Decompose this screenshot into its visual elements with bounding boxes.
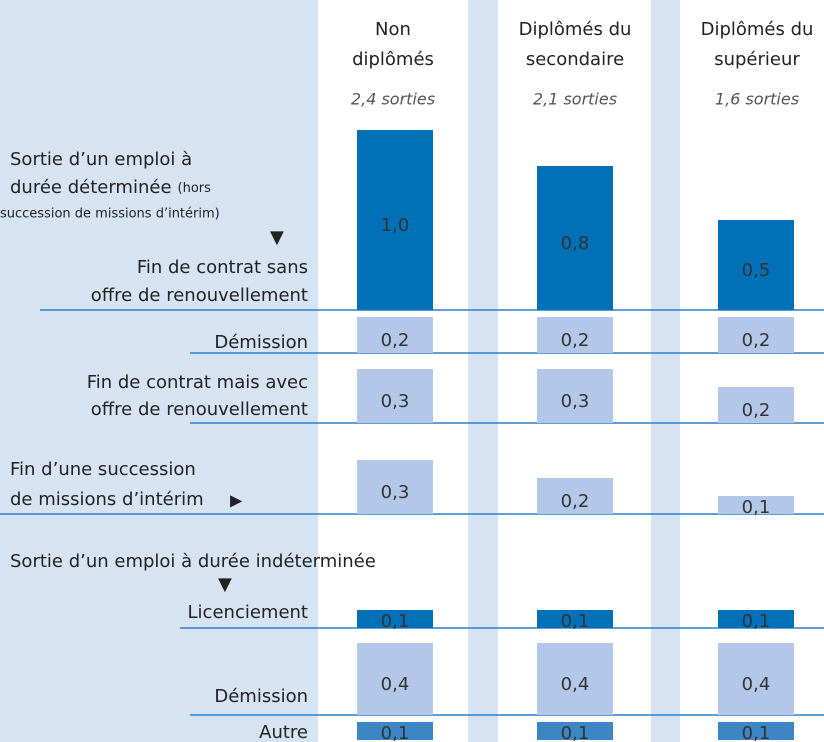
bar: [718, 496, 794, 514]
group-heading: durée déterminée (hors: [10, 177, 211, 198]
value-label: 0,1: [561, 611, 590, 632]
column-header: diplômés: [352, 49, 434, 70]
row-label: Autre: [259, 722, 308, 742]
group-note: (hors: [178, 181, 212, 196]
column-header: Non: [375, 19, 411, 40]
group-note: succession de missions d’intérim): [0, 207, 220, 222]
value-label: 0,1: [381, 611, 410, 632]
value-label: 0,1: [561, 723, 590, 742]
bar: [357, 460, 433, 514]
value-label: 0,1: [381, 723, 410, 742]
value-label: 0,4: [561, 674, 590, 695]
value-label: 1,0: [381, 215, 410, 236]
bar: [357, 610, 433, 628]
value-label: 0,2: [742, 400, 771, 421]
bar: [537, 478, 613, 514]
value-label: 0,4: [381, 674, 410, 695]
column-subtitle: 2,4 sorties: [351, 90, 435, 109]
row-label: Licenciement: [188, 602, 308, 623]
row-label: Fin d’une succession: [10, 459, 196, 480]
row-label: de missions d’intérim: [10, 489, 204, 510]
group-heading: Sortie d’un emploi à durée indéterminée: [10, 551, 376, 572]
value-label: 0,5: [742, 260, 771, 281]
bar: [537, 166, 613, 310]
row-label: offre de renouvellement: [91, 285, 308, 306]
column-header: Diplômés du: [701, 19, 814, 40]
value-label: 0,1: [742, 497, 771, 518]
row-label: Démission: [214, 332, 308, 353]
column-subtitle: 2,1 sorties: [533, 90, 617, 109]
column-header: Diplômés du: [519, 19, 632, 40]
bar: [537, 643, 613, 715]
group-heading: Sortie d’un emploi à: [10, 149, 192, 170]
bar: [718, 317, 794, 353]
value-label: 0,2: [561, 330, 590, 351]
bar: [357, 317, 433, 353]
bar: [357, 369, 433, 423]
bar: [357, 722, 433, 740]
bar: [357, 643, 433, 715]
value-label: 0,4: [742, 674, 771, 695]
bar: [357, 130, 433, 310]
bar: [718, 643, 794, 715]
group-heading-line: durée déterminée: [10, 177, 172, 198]
value-label: 0,3: [381, 391, 410, 412]
value-label: 0,2: [561, 491, 590, 512]
value-label: 0,2: [381, 330, 410, 351]
row-label: offre de renouvellement: [91, 399, 308, 420]
arrow-down: ▼: [218, 574, 232, 595]
bar: [537, 369, 613, 423]
arrow-down: ▼: [270, 227, 284, 248]
arrow-right: ▶: [230, 491, 243, 510]
value-label: 0,8: [561, 233, 590, 254]
bar: [537, 317, 613, 353]
value-label: 0,1: [742, 723, 771, 742]
bar: [718, 220, 794, 310]
value-label: 0,3: [561, 391, 590, 412]
value-label: 0,2: [742, 330, 771, 351]
bar: [718, 722, 794, 740]
column-subtitle: 1,6 sorties: [715, 90, 799, 109]
row-label: Démission: [214, 686, 308, 707]
bar: [718, 610, 794, 628]
column-header: secondaire: [526, 49, 624, 70]
row-label: Fin de contrat mais avec: [87, 372, 308, 393]
row-label: Fin de contrat sans: [137, 257, 308, 278]
bar: [718, 387, 794, 423]
column-header: supérieur: [714, 49, 800, 70]
bar: [537, 722, 613, 740]
value-label: 0,3: [381, 482, 410, 503]
value-label: 0,1: [742, 611, 771, 632]
bar: [537, 610, 613, 628]
